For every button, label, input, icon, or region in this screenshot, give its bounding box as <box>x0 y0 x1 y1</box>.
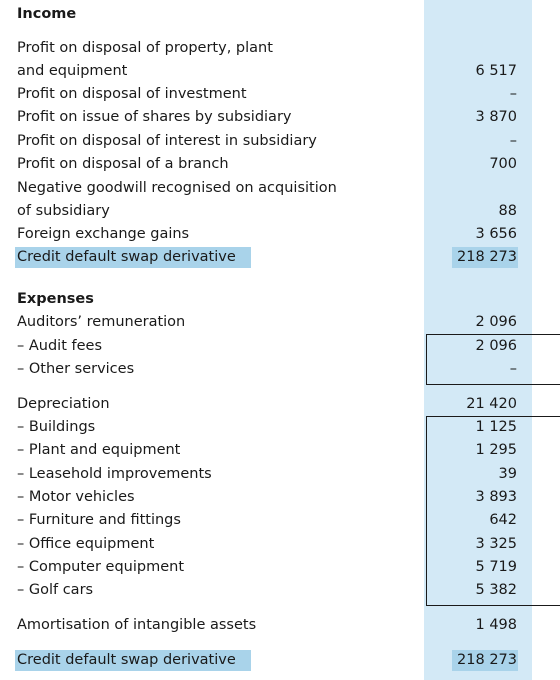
depreciation-item-row-label: – Office equipment <box>17 536 155 552</box>
depreciation-item-row-label: – Leasehold improvements <box>17 466 212 482</box>
depreciation-item-row-value: 1 295 <box>475 442 517 458</box>
income-row-label: and equipment <box>17 63 128 79</box>
amortisation-row-label: Amortisation of intangible assets <box>17 617 257 633</box>
depreciation-row-value: 21 420 <box>466 396 517 412</box>
amortisation-row: Amortisation of intangible assets 1 498 <box>0 614 560 637</box>
income-row-label: Credit default swap derivative <box>17 249 236 265</box>
income-row-value: 3 656 <box>475 226 517 242</box>
depreciation-breakdown-box <box>426 416 560 606</box>
income-row: Credit default swap derivative 218 273 <box>0 246 560 269</box>
amortisation-row-value: 1 498 <box>475 617 517 633</box>
income-row: Profit on disposal of property, plant <box>0 37 560 60</box>
income-row: Profit on disposal of interest in subsid… <box>0 130 560 153</box>
income-row-label: Profit on issue of shares by subsidiary <box>17 109 292 125</box>
income-heading-label: Income <box>17 6 77 22</box>
value-highlight <box>452 650 518 671</box>
income-row-value: – <box>509 86 517 102</box>
value-highlight <box>452 247 518 268</box>
income-row-label: Profit on disposal of interest in subsid… <box>17 133 317 149</box>
auditors-item-row: – Audit fees 2 096 <box>0 335 560 358</box>
depreciation-item-row: – Plant and equipment 1 295 <box>0 439 560 462</box>
depreciation-item-row-label: – Computer equipment <box>17 559 185 575</box>
label-highlight <box>15 247 251 268</box>
auditors-breakdown-box <box>426 334 560 385</box>
depreciation-item-row-label: – Golf cars <box>17 582 94 598</box>
depreciation-item-row-label: – Buildings <box>17 419 96 435</box>
credit-default-row-label: Credit default swap derivative <box>17 652 236 668</box>
income-row-label: of subsidiary <box>17 203 110 219</box>
income-row: Foreign exchange gains 3 656 <box>0 223 560 246</box>
credit-default-row: Credit default swap derivative 218 273 <box>0 649 560 672</box>
income-row-value: 700 <box>489 156 517 172</box>
income-row: of subsidiary 88 <box>0 200 560 223</box>
auditors-item-row-value: – <box>509 361 517 377</box>
depreciation-item-row-value: 1 125 <box>475 419 517 435</box>
depreciation-item-row: – Buildings 1 125 <box>0 416 560 439</box>
auditors-row-value: 2 096 <box>475 314 517 330</box>
label-highlight <box>15 650 251 671</box>
auditors-row: Auditors’ remuneration 2 096 <box>0 311 560 334</box>
auditors-item-row: – Other services – <box>0 358 560 381</box>
depreciation-item-row-value: 39 <box>498 466 517 482</box>
income-row-value: 88 <box>498 203 517 219</box>
expenses-heading: Expenses <box>0 288 560 311</box>
income-row-label: Profit on disposal of investment <box>17 86 247 102</box>
auditors-item-row-label: – Audit fees <box>17 338 102 354</box>
depreciation-item-row-value: 5 382 <box>475 582 517 598</box>
depreciation-item-row: – Office equipment 3 325 <box>0 533 560 556</box>
depreciation-item-row-label: – Plant and equipment <box>17 442 181 458</box>
depreciation-item-row: – Furniture and fittings 642 <box>0 509 560 532</box>
depreciation-row-label: Depreciation <box>17 396 110 412</box>
depreciation-item-row-value: 642 <box>489 512 517 528</box>
auditors-row-label: Auditors’ remuneration <box>17 314 186 330</box>
income-row: Profit on disposal of investment – <box>0 83 560 106</box>
income-row-value: – <box>509 133 517 149</box>
income-row-label: Foreign exchange gains <box>17 226 190 242</box>
depreciation-item-row-label: – Motor vehicles <box>17 489 135 505</box>
depreciation-item-row-value: 5 719 <box>475 559 517 575</box>
income-row: Profit on issue of shares by subsidiary 3… <box>0 106 560 129</box>
expenses-heading-label: Expenses <box>17 291 94 307</box>
income-row-label: Profit on disposal of a branch <box>17 156 229 172</box>
depreciation-row: Depreciation 21 420 <box>0 393 560 416</box>
depreciation-item-row: – Golf cars 5 382 <box>0 579 560 602</box>
income-heading: Income <box>0 3 560 26</box>
depreciation-item-row: – Leasehold improvements 39 <box>0 463 560 486</box>
depreciation-item-row-value: 3 325 <box>475 536 517 552</box>
depreciation-item-row-value: 3 893 <box>475 489 517 505</box>
income-row: Negative goodwill recognised on acquisit… <box>0 177 560 200</box>
value-column-band <box>424 0 532 680</box>
income-row: and equipment 6 517 <box>0 60 560 83</box>
income-row: Profit on disposal of a branch 700 <box>0 153 560 176</box>
income-row-value: 6 517 <box>475 63 517 79</box>
income-row-value: 3 870 <box>475 109 517 125</box>
depreciation-item-row-label: – Furniture and fittings <box>17 512 181 528</box>
credit-default-row-value: 218 273 <box>457 652 517 668</box>
income-row-value: 218 273 <box>457 249 517 265</box>
auditors-item-row-label: – Other services <box>17 361 135 377</box>
auditors-item-row-value: 2 096 <box>475 338 517 354</box>
income-row-label: Negative goodwill recognised on acquisit… <box>17 180 337 196</box>
depreciation-item-row: – Motor vehicles 3 893 <box>0 486 560 509</box>
depreciation-item-row: – Computer equipment 5 719 <box>0 556 560 579</box>
income-row-label: Profit on disposal of property, plant <box>17 40 273 56</box>
